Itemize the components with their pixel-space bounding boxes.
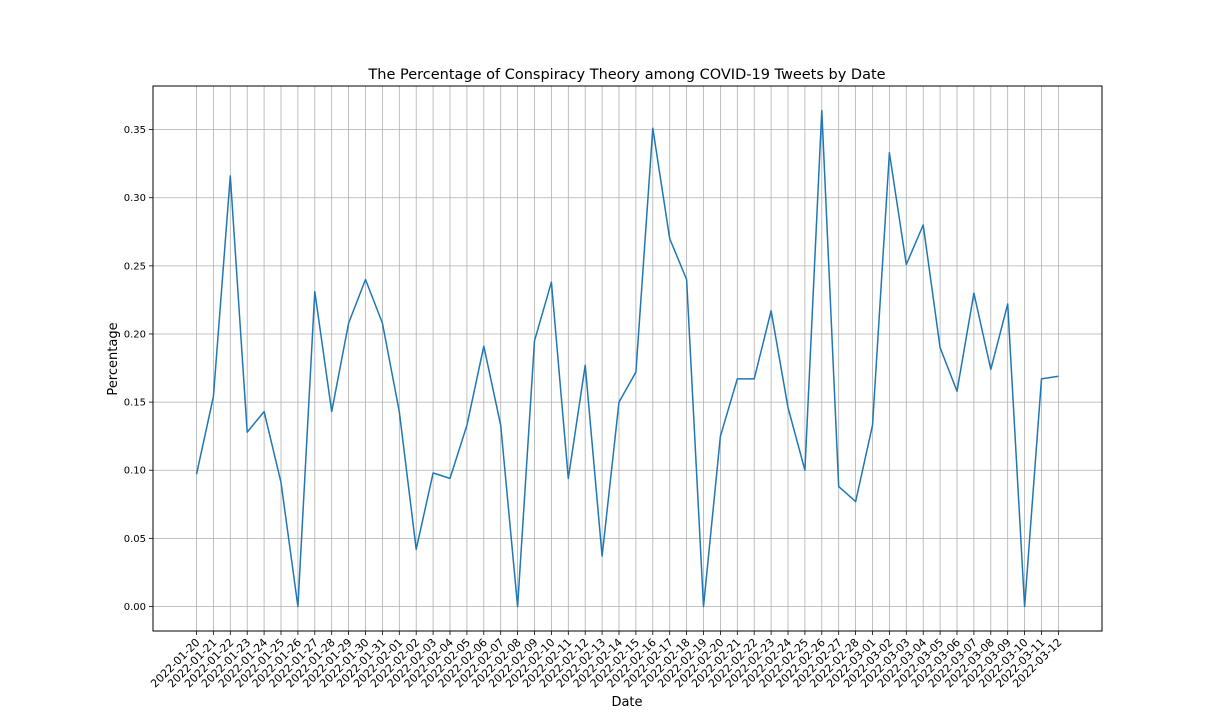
data-point — [533, 340, 535, 342]
data-point — [297, 605, 299, 607]
data-point — [432, 472, 434, 474]
data-point — [516, 605, 518, 607]
data-point — [888, 152, 890, 154]
y-tick-label: 0.05 — [124, 534, 146, 545]
data-point — [449, 477, 451, 479]
data-point — [314, 291, 316, 293]
y-tick-label: 0.15 — [124, 398, 146, 409]
data-point — [381, 322, 383, 324]
data-point — [195, 473, 197, 475]
y-tick-label: 0.10 — [124, 466, 146, 477]
data-point — [838, 485, 840, 487]
data-point — [500, 424, 502, 426]
data-point — [685, 278, 687, 280]
data-point — [669, 237, 671, 239]
data-point — [466, 424, 468, 426]
plot-area-frame — [152, 85, 1103, 632]
chart-title: The Percentage of Conspiracy Theory amon… — [367, 67, 885, 83]
data-point — [229, 175, 231, 177]
data-point — [702, 605, 704, 607]
y-tick-label: 0.30 — [124, 193, 146, 204]
data-point — [618, 401, 620, 403]
data-point — [804, 469, 806, 471]
data-point — [567, 477, 569, 479]
data-point — [364, 278, 366, 280]
data-point — [922, 224, 924, 226]
data-point — [905, 263, 907, 265]
series-line — [195, 109, 1059, 608]
data-point — [1023, 605, 1025, 607]
y-tick-label: 0.35 — [124, 125, 146, 136]
data-point — [263, 410, 265, 412]
data-point — [973, 292, 975, 294]
data-point — [483, 345, 485, 347]
data-point — [280, 481, 282, 483]
data-point — [956, 390, 958, 392]
data-point — [398, 410, 400, 412]
data-point — [246, 431, 248, 433]
data-point — [652, 127, 654, 129]
data-point — [1040, 378, 1042, 380]
data-point — [212, 395, 214, 397]
y-axis-ticks: 0.00 0.05 0.10 0.15 0.20 0.25 0.30 0.35 — [124, 125, 153, 613]
data-point — [1007, 303, 1009, 305]
data-point — [770, 310, 772, 312]
data-point — [584, 364, 586, 366]
data-point — [854, 500, 856, 502]
data-point — [347, 322, 349, 324]
series-line-layer — [195, 109, 1059, 608]
data-point — [939, 346, 941, 348]
x-axis-ticks: 2022-01-202022-01-212022-01-222022-01-23… — [148, 631, 1065, 690]
data-point — [736, 378, 738, 380]
data-point — [719, 435, 721, 437]
data-point — [990, 368, 992, 370]
data-point — [871, 424, 873, 426]
x-axis-label: Date — [611, 695, 642, 710]
y-tick-label: 0.25 — [124, 261, 146, 272]
grid-lines — [153, 86, 1102, 631]
data-point — [331, 410, 333, 412]
y-tick-label: 0.20 — [124, 329, 146, 340]
y-tick-label: 0.00 — [124, 602, 146, 613]
data-point — [601, 555, 603, 557]
data-point — [1057, 375, 1059, 377]
y-axis-label: Percentage — [106, 322, 121, 395]
data-point — [753, 378, 755, 380]
data-point — [635, 371, 637, 373]
data-point — [550, 281, 552, 283]
data-point — [787, 406, 789, 408]
data-point — [415, 548, 417, 550]
data-point — [821, 109, 823, 111]
